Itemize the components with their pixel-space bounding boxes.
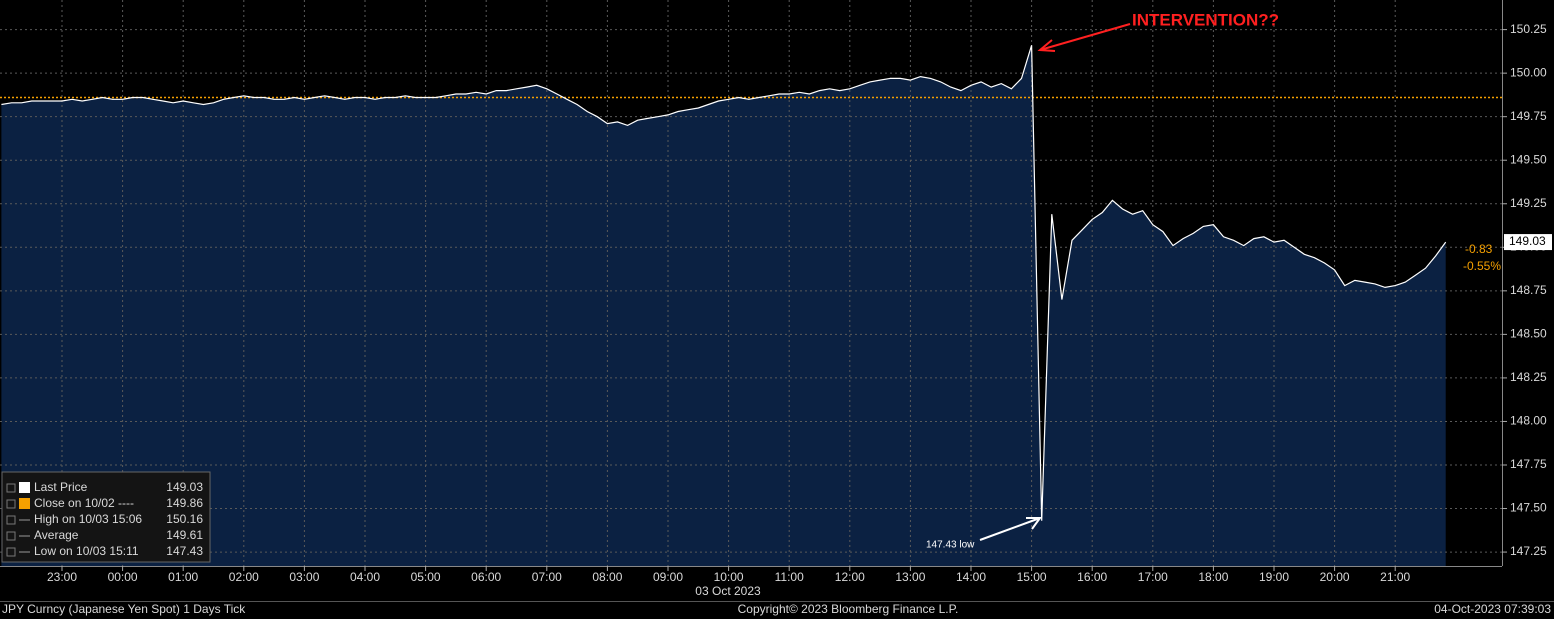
legend-expander-box — [6, 499, 16, 509]
y-tick-label: 149.50 — [1510, 152, 1547, 166]
x-tick-label: 11:00 — [775, 570, 804, 584]
footer-center: Copyright© 2023 Bloomberg Finance L.P. — [738, 602, 959, 616]
date-label: 03 Oct 2023 — [695, 584, 761, 598]
y-tick-label: 150.25 — [1510, 22, 1547, 36]
x-tick-label: 23:00 — [47, 570, 77, 584]
x-tick-label: 03:00 — [289, 570, 319, 584]
legend-box — [1, 471, 211, 563]
x-tick-label: 21:00 — [1380, 570, 1410, 584]
annotation-arrowhead — [1037, 39, 1056, 52]
low-arrowhead — [1026, 517, 1042, 530]
y-tick-label: 147.25 — [1510, 544, 1547, 558]
legend-expander-box — [6, 483, 16, 493]
legend-value: 149.86 — [166, 496, 203, 510]
x-tick-label: 05:00 — [411, 570, 441, 584]
x-tick-label: 12:00 — [835, 570, 865, 584]
y-tick-label: 147.75 — [1510, 457, 1547, 471]
x-tick-label: 10:00 — [714, 570, 744, 584]
legend-swatch — [19, 482, 30, 493]
legend-value: 150.16 — [166, 512, 203, 526]
x-tick-label: 08:00 — [592, 570, 622, 584]
y-tick-label: 149.25 — [1510, 196, 1547, 210]
legend-label: Last Price — [34, 480, 88, 494]
x-tick-label: 20:00 — [1320, 570, 1350, 584]
y-tick-label: 148.00 — [1510, 414, 1547, 428]
low-note: 147.43 low — [926, 540, 975, 551]
y-tick-label: 149.75 — [1510, 109, 1547, 123]
y-tick-label: 148.25 — [1510, 370, 1547, 384]
legend-label: Average — [34, 528, 79, 542]
x-tick-label: 01:00 — [168, 570, 198, 584]
low-arrow — [979, 517, 1041, 541]
x-tick-label: 02:00 — [229, 570, 259, 584]
x-tick-label: 17:00 — [1138, 570, 1168, 584]
legend-expander-box — [6, 531, 16, 541]
plot-area — [0, 0, 1502, 567]
y-tick-label: 147.50 — [1510, 501, 1547, 515]
x-tick-label: 04:00 — [350, 570, 380, 584]
annotation: INTERVENTION?? — [1132, 10, 1279, 29]
y-tick-label: 148.75 — [1510, 283, 1547, 297]
x-tick-label: 06:00 — [471, 570, 501, 584]
legend-value: 149.03 — [166, 480, 203, 494]
y-tick-label: 150.00 — [1510, 65, 1547, 79]
last-price-label: 149.03 — [1509, 234, 1546, 248]
legend-label: High on 10/03 15:06 — [34, 512, 142, 526]
x-tick-label: 09:00 — [653, 570, 683, 584]
legend-label: Close on 10/02 ---- — [34, 496, 134, 510]
x-tick-label: 18:00 — [1198, 570, 1228, 584]
x-tick-label: 13:00 — [895, 570, 925, 584]
legend-value: 147.43 — [166, 544, 203, 558]
legend-value: 149.61 — [166, 528, 203, 542]
footer-left: JPY Curncy (Japanese Yen Spot) 1 Days Ti… — [2, 602, 246, 616]
area — [1, 45, 1446, 567]
legend-expander-box — [6, 547, 16, 557]
legend: Last Price 149.03 Close on 10/02 ---- 149.8… — [1, 471, 211, 563]
change-value: -0.83 — [1465, 242, 1493, 256]
x-tick-label: 00:00 — [108, 570, 138, 584]
x-tick-label: 15:00 — [1017, 570, 1047, 584]
x-tick-label: 19:00 — [1259, 570, 1289, 584]
legend-label: Low on 10/03 15:11 — [34, 544, 139, 558]
legend-swatch — [19, 498, 30, 509]
change-percent: -0.55% — [1463, 259, 1501, 273]
y-tick-label: 148.50 — [1510, 327, 1547, 341]
legend-expander-box — [6, 515, 16, 525]
x-tick-label: 07:00 — [532, 570, 562, 584]
annotation-arrow — [1039, 23, 1131, 51]
last-price-box — [1504, 234, 1552, 251]
footer-right: 04-Oct-2023 07:39:03 — [1434, 602, 1551, 616]
x-tick-label: 16:00 — [1077, 570, 1107, 584]
x-tick-label: 14:00 — [956, 570, 986, 584]
price-line — [1, 45, 1447, 521]
